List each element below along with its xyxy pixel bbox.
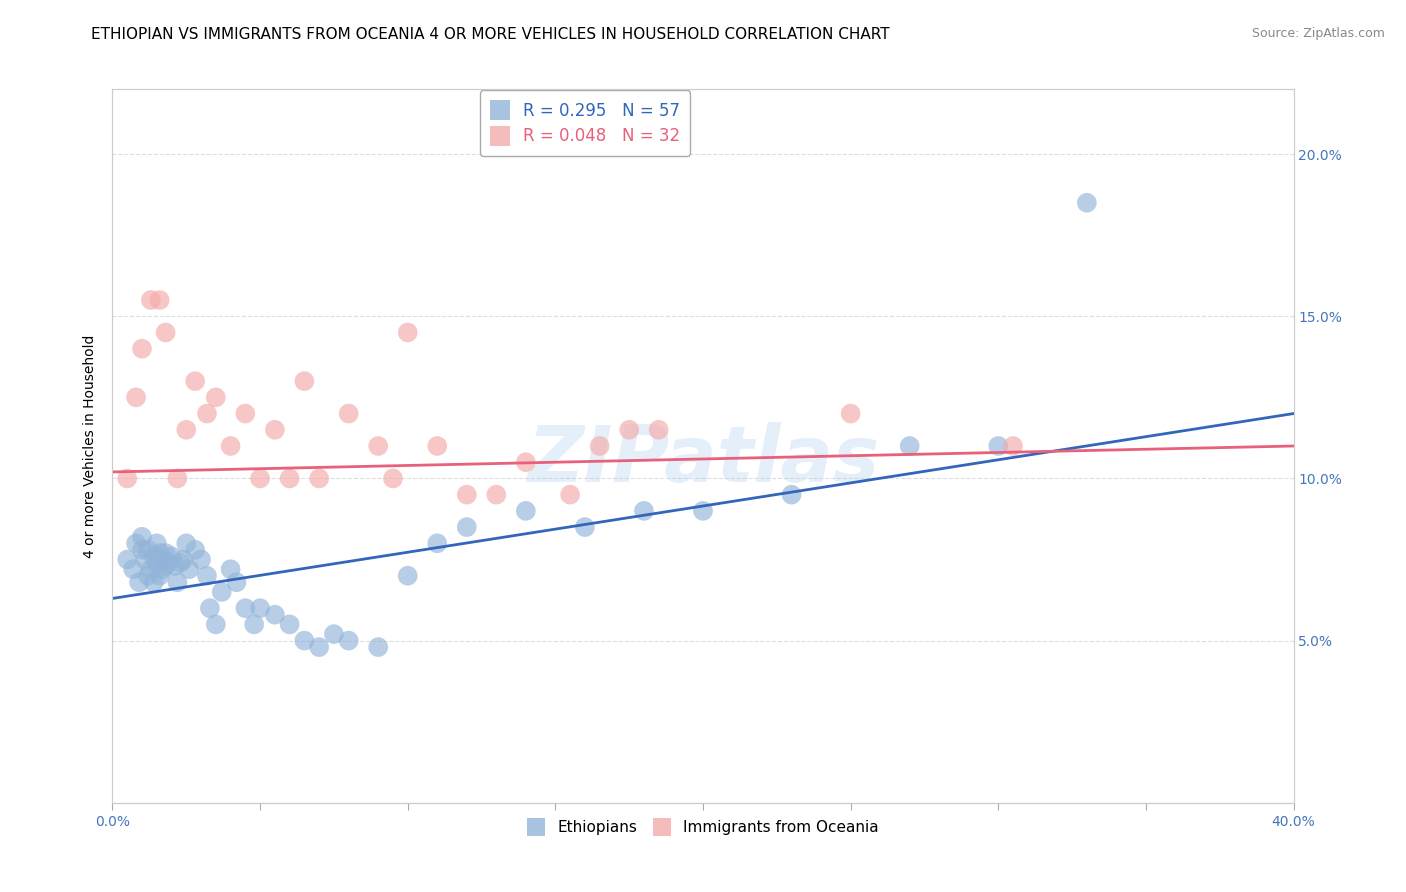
- Point: [157, 556, 180, 570]
- Point: [195, 407, 218, 421]
- Point: [249, 471, 271, 485]
- Point: [205, 617, 228, 632]
- Text: Source: ZipAtlas.com: Source: ZipAtlas.com: [1251, 27, 1385, 40]
- Point: [184, 542, 207, 557]
- Point: [515, 504, 537, 518]
- Legend: Ethiopians, Immigrants from Oceania: Ethiopians, Immigrants from Oceania: [517, 809, 889, 845]
- Point: [149, 293, 172, 307]
- Point: [337, 633, 360, 648]
- Point: [169, 556, 191, 570]
- Point: [456, 520, 478, 534]
- Point: [125, 390, 148, 404]
- Point: [117, 471, 138, 485]
- Point: [166, 471, 188, 485]
- Point: [211, 585, 233, 599]
- Point: [136, 568, 159, 582]
- Point: [131, 530, 153, 544]
- Point: [174, 423, 197, 437]
- Point: [292, 374, 315, 388]
- Point: [396, 326, 419, 340]
- Point: [225, 575, 247, 590]
- Point: [292, 633, 315, 648]
- Point: [426, 439, 449, 453]
- Point: [160, 549, 183, 564]
- Point: [139, 293, 162, 307]
- Point: [131, 542, 153, 557]
- Point: [382, 471, 405, 485]
- Point: [396, 568, 419, 582]
- Point: [149, 568, 172, 582]
- Point: [205, 390, 228, 404]
- Point: [308, 471, 330, 485]
- Point: [174, 536, 197, 550]
- Point: [692, 504, 714, 518]
- Point: [128, 575, 150, 590]
- Point: [515, 455, 537, 469]
- Point: [131, 342, 153, 356]
- Point: [139, 562, 162, 576]
- Point: [1001, 439, 1024, 453]
- Point: [367, 439, 389, 453]
- Point: [195, 568, 218, 582]
- Point: [308, 640, 330, 654]
- Point: [898, 439, 921, 453]
- Point: [243, 617, 266, 632]
- Point: [190, 552, 212, 566]
- Point: [155, 326, 177, 340]
- Point: [142, 549, 165, 564]
- Point: [647, 423, 671, 437]
- Point: [198, 601, 221, 615]
- Point: [155, 559, 177, 574]
- Point: [485, 488, 508, 502]
- Point: [122, 562, 145, 576]
- Point: [219, 562, 242, 576]
- Point: [163, 559, 186, 574]
- Text: ZIPatlas: ZIPatlas: [527, 422, 879, 499]
- Point: [558, 488, 582, 502]
- Point: [219, 439, 242, 453]
- Point: [278, 471, 301, 485]
- Point: [184, 374, 207, 388]
- Point: [249, 601, 271, 615]
- Point: [987, 439, 1010, 453]
- Point: [179, 562, 201, 576]
- Point: [142, 575, 165, 590]
- Point: [619, 423, 641, 437]
- Point: [633, 504, 655, 518]
- Point: [574, 520, 596, 534]
- Point: [337, 407, 360, 421]
- Point: [152, 562, 174, 576]
- Point: [166, 575, 188, 590]
- Text: ETHIOPIAN VS IMMIGRANTS FROM OCEANIA 4 OR MORE VEHICLES IN HOUSEHOLD CORRELATION: ETHIOPIAN VS IMMIGRANTS FROM OCEANIA 4 O…: [91, 27, 890, 42]
- Point: [323, 627, 346, 641]
- Point: [278, 617, 301, 632]
- Point: [456, 488, 478, 502]
- Point: [117, 552, 138, 566]
- Point: [780, 488, 803, 502]
- Point: [233, 601, 256, 615]
- Point: [367, 640, 389, 654]
- Point: [588, 439, 610, 453]
- Point: [264, 607, 287, 622]
- Point: [134, 552, 156, 566]
- Point: [233, 407, 256, 421]
- Point: [152, 552, 174, 566]
- Point: [839, 407, 862, 421]
- Point: [146, 536, 169, 550]
- Point: [149, 546, 172, 560]
- Point: [426, 536, 449, 550]
- Y-axis label: 4 or more Vehicles in Household: 4 or more Vehicles in Household: [83, 334, 97, 558]
- Point: [1076, 195, 1098, 210]
- Point: [172, 552, 194, 566]
- Point: [264, 423, 287, 437]
- Point: [136, 542, 159, 557]
- Point: [146, 556, 169, 570]
- Point: [155, 546, 177, 560]
- Point: [125, 536, 148, 550]
